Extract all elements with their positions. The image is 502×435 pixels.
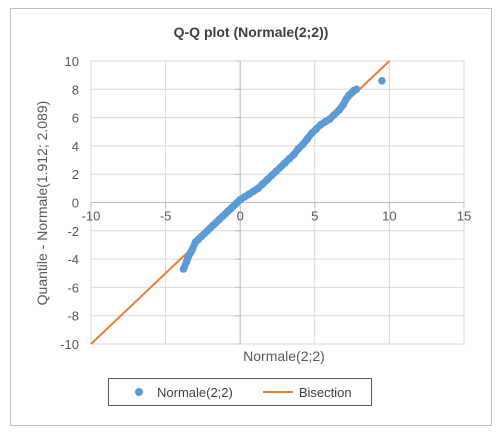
scatter-point xyxy=(299,140,307,149)
legend[interactable]: Normale(2;2) Bisection xyxy=(108,378,372,406)
y-tick-label: 6 xyxy=(72,111,79,126)
scatter-point xyxy=(179,265,188,273)
legend-label-line: Bisection xyxy=(298,384,352,400)
y-tick-label: -10 xyxy=(60,337,79,352)
x-axis-title: Normale(2;2) xyxy=(243,348,325,364)
x-tick-label: 5 xyxy=(311,209,318,224)
legend-marker-dot-icon xyxy=(135,388,143,396)
tick-labels: -10 -5 0 5 10 15 -10 -8 -6 -4 -2 0 2 4 6 8 10 xyxy=(60,54,471,352)
scatter-point xyxy=(339,101,347,109)
x-tick-label: 15 xyxy=(457,209,471,224)
scatter-point xyxy=(303,135,312,143)
x-tick-label: 10 xyxy=(382,209,396,224)
chart-area[interactable]: Q-Q plot (Normale(2;2)) -10 -5 0 5 10 15 -10 -8… xyxy=(10,8,492,426)
scatter-point xyxy=(290,150,298,159)
chart-title: Q-Q plot (Normale(2;2)) xyxy=(174,24,329,40)
legend-item-line[interactable]: Bisection xyxy=(233,385,352,400)
y-axis-title: Quantile - Normale(1.912; 2.089) xyxy=(34,101,50,306)
y-tick-label: 8 xyxy=(72,82,79,97)
legend-marker-line-icon xyxy=(262,391,293,393)
qq-chart: Q-Q plot (Normale(2;2)) -10 -5 0 5 10 15 -10 -8… xyxy=(34,24,471,364)
y-tick-label: -2 xyxy=(67,224,79,239)
y-tick-label: 0 xyxy=(72,196,79,211)
x-tick-label: -5 xyxy=(160,209,172,224)
axes xyxy=(90,60,465,345)
scatter-point xyxy=(334,106,343,115)
y-tick-label: -8 xyxy=(67,309,79,324)
x-tick-label: -10 xyxy=(82,209,101,224)
legend-label-scatter: Normale(2;2) xyxy=(157,384,233,400)
scatter-point xyxy=(188,245,197,253)
y-tick-label: 4 xyxy=(72,139,79,154)
legend-item-scatter[interactable]: Normale(2;2) xyxy=(109,385,233,400)
series xyxy=(90,60,391,345)
scatter-point xyxy=(352,85,361,94)
y-tick-label: 2 xyxy=(72,167,79,182)
y-tick-label: -4 xyxy=(67,252,79,267)
scatter-point xyxy=(184,253,192,262)
scatter-point xyxy=(378,77,386,85)
y-tick-label: 10 xyxy=(65,54,79,69)
y-tick-label: -6 xyxy=(67,280,79,295)
x-tick-label: 0 xyxy=(237,209,244,224)
